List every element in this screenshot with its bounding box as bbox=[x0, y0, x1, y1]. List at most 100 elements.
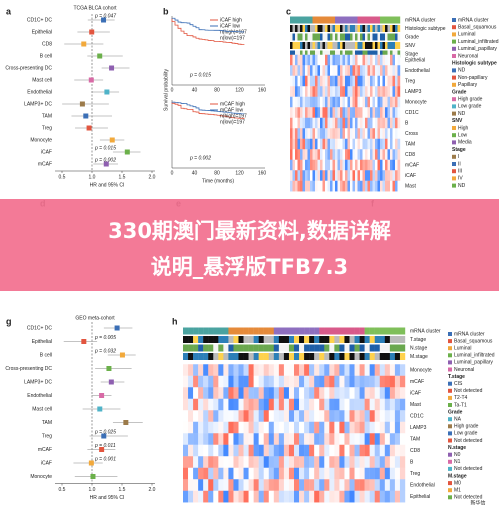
heatmap-cell bbox=[183, 398, 189, 411]
annotation-cell bbox=[359, 344, 365, 352]
heatmap-cell bbox=[380, 75, 383, 87]
tick-label: 1.5 bbox=[119, 174, 126, 180]
annotation-cell bbox=[367, 42, 371, 49]
annotation-cell bbox=[384, 327, 391, 335]
heatmap-cell bbox=[297, 149, 301, 160]
heatmap-cell bbox=[384, 479, 391, 491]
tick-label: 1.0 bbox=[89, 487, 96, 493]
heatmap-cell bbox=[310, 180, 313, 192]
annotation-cell bbox=[350, 16, 353, 24]
heatmap-cell bbox=[357, 65, 361, 76]
annotation-label: Stage bbox=[405, 51, 418, 57]
heatmap-cell bbox=[302, 170, 306, 181]
heatmap-cell bbox=[193, 387, 199, 399]
heatmap-cell bbox=[337, 54, 341, 66]
heatmap-cell bbox=[340, 170, 343, 181]
heatmap-cell bbox=[377, 159, 381, 171]
heatmap-cell bbox=[294, 467, 300, 480]
heatmap-cell bbox=[329, 421, 335, 434]
heatmap-cell bbox=[382, 159, 386, 171]
legend-label: ND bbox=[458, 68, 466, 74]
annotation-cell bbox=[384, 344, 391, 352]
heatmap-cell bbox=[372, 86, 376, 97]
annotation-cell bbox=[372, 33, 376, 41]
annotation-cell bbox=[238, 336, 244, 343]
legend-swatch bbox=[448, 431, 452, 436]
annotation-cell bbox=[290, 50, 293, 58]
tick-label: 0 bbox=[171, 87, 174, 93]
heatmap-cell bbox=[312, 117, 316, 129]
heatmap-cell bbox=[335, 138, 338, 150]
annotation-cell bbox=[357, 50, 361, 58]
legend-swatch bbox=[452, 104, 456, 109]
annotation-cell bbox=[312, 16, 316, 24]
heatmap-cell bbox=[322, 128, 326, 139]
heatmap-cell bbox=[395, 96, 398, 108]
heatmap-cell bbox=[357, 75, 361, 87]
heatmap-cell bbox=[292, 117, 296, 129]
heatmap-cell bbox=[330, 149, 333, 160]
heatmap-cell bbox=[223, 479, 229, 491]
legend-label: Luminal bbox=[458, 32, 476, 38]
heatmap-cell bbox=[320, 107, 323, 118]
annotation-cell bbox=[317, 42, 321, 49]
heatmap-cell bbox=[360, 159, 363, 171]
heatmap-cell bbox=[278, 444, 285, 457]
annotation-cell bbox=[188, 327, 194, 335]
heatmap-cell bbox=[394, 364, 401, 376]
heatmap-cell bbox=[369, 410, 375, 422]
heatmap-cell bbox=[399, 387, 406, 399]
annotation-cell bbox=[295, 16, 298, 24]
heatmap-cell bbox=[312, 107, 316, 118]
heatmap-cell bbox=[288, 375, 295, 388]
heatmap-cell bbox=[362, 117, 366, 129]
heatmap-cell bbox=[335, 107, 338, 118]
heatmap-cell bbox=[370, 107, 373, 118]
legend-label: II bbox=[458, 161, 461, 167]
heatmap-cell bbox=[334, 467, 340, 480]
legend-label: mCAF high bbox=[220, 101, 245, 107]
annotation-cell bbox=[385, 16, 388, 24]
heatmap-cell bbox=[340, 65, 343, 76]
heatmap-cell bbox=[359, 398, 365, 411]
heatmap-cell bbox=[314, 479, 320, 491]
heatmap-cell bbox=[307, 159, 311, 171]
heatmap-cell bbox=[198, 364, 204, 376]
heatmap-cell bbox=[349, 479, 355, 491]
annotation-cell bbox=[345, 33, 348, 41]
heatmap-cell bbox=[355, 54, 358, 66]
legend-swatch bbox=[448, 332, 452, 336]
annotation-cell bbox=[395, 42, 398, 49]
heatmap-cell bbox=[322, 75, 326, 87]
row-label: CD1C+ DC bbox=[27, 17, 53, 23]
heatmap-cell bbox=[309, 364, 315, 376]
heatmap-cell bbox=[332, 96, 336, 108]
heatmap-cell bbox=[309, 410, 315, 422]
heatmap-cell bbox=[263, 410, 269, 422]
annotation-cell bbox=[258, 344, 264, 352]
heatmap-cell bbox=[349, 410, 355, 422]
heatmap-cell bbox=[309, 467, 315, 480]
heatmap-cell bbox=[233, 398, 239, 411]
annotation-cell bbox=[288, 344, 295, 352]
legend-label: III bbox=[458, 169, 462, 175]
heatmap-cell bbox=[374, 387, 380, 399]
heatmap-cell bbox=[370, 149, 373, 160]
heatmap-cell bbox=[394, 421, 401, 434]
heatmap-cell bbox=[203, 421, 209, 434]
annotation-cell bbox=[359, 327, 365, 335]
heatmap-cell bbox=[193, 456, 199, 468]
heatmap-cell bbox=[258, 410, 264, 422]
heatmap-cell bbox=[339, 456, 345, 468]
heatmap-cell bbox=[327, 54, 331, 66]
annotation-cell bbox=[295, 50, 298, 58]
annotation-cell bbox=[203, 327, 209, 335]
annotation-cell bbox=[342, 25, 346, 32]
row-label: mCAF bbox=[38, 447, 52, 453]
annotation-cell bbox=[392, 50, 396, 58]
annotation-cell bbox=[314, 353, 320, 360]
annotation-cell bbox=[365, 42, 368, 49]
heatmap-cell bbox=[295, 149, 298, 160]
heatmap-cell bbox=[300, 128, 303, 139]
annotation-cell bbox=[314, 327, 320, 335]
